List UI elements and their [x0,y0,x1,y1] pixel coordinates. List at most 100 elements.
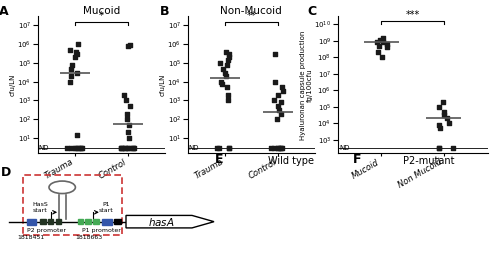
Circle shape [431,209,450,224]
Point [70,55,78,59]
Text: ND: ND [39,145,50,151]
Point [125,123,133,127]
Circle shape [234,208,241,215]
Point [118,145,126,150]
Circle shape [293,195,301,202]
Title: Mucoid: Mucoid [82,6,120,16]
Text: P2 promoter: P2 promoter [27,228,66,233]
Point [225,55,233,59]
Circle shape [272,199,281,205]
Point [438,100,446,104]
Point [128,145,136,150]
Text: E: E [216,153,224,166]
Point [218,81,226,86]
Point [72,133,80,137]
Bar [27,219,36,225]
Point [434,123,442,127]
Text: *: * [99,11,103,21]
Point [378,55,386,59]
Text: HasS: HasS [32,202,48,207]
Point [224,145,232,150]
Point [222,62,230,67]
Point [220,66,228,71]
Point [274,104,281,108]
Text: 1818663: 1818663 [75,235,102,240]
Point [71,145,79,150]
Circle shape [382,232,400,246]
Point [67,74,75,78]
Circle shape [309,191,320,199]
Point [118,145,126,150]
Bar [40,219,46,224]
Circle shape [465,245,487,262]
Circle shape [292,185,300,190]
Point [123,117,131,121]
Point [222,74,230,78]
Point [276,100,284,104]
Text: P1 promoter: P1 promoter [82,228,121,233]
Circle shape [332,180,339,185]
Point [373,40,381,45]
Y-axis label: cfu/LN: cfu/LN [160,74,166,96]
Bar [93,219,98,224]
Text: F: F [353,153,362,166]
Circle shape [240,252,246,257]
Point [214,145,222,150]
Point [66,79,74,84]
Text: **: ** [246,11,256,21]
Point [278,145,286,150]
Point [374,50,382,55]
Point [225,52,233,56]
Point [222,49,230,54]
Text: 1818451: 1818451 [18,235,45,240]
Text: ***: *** [406,10,419,20]
Bar [56,219,61,224]
Point [126,145,134,150]
Point [221,70,229,75]
Point [224,58,232,62]
Circle shape [368,209,387,224]
Bar [48,219,54,224]
Text: start: start [33,208,48,213]
Text: P1: P1 [102,202,110,207]
Point [126,136,134,140]
Point [376,37,384,42]
Bar [114,219,120,224]
Bar [78,219,83,224]
Circle shape [306,209,318,217]
Point [380,39,388,44]
Point [66,48,74,52]
Point [126,43,134,47]
Polygon shape [126,215,214,228]
Text: Wild type: Wild type [268,156,314,166]
Text: A: A [0,5,9,18]
Circle shape [304,208,313,215]
Point [121,145,129,150]
Point [74,145,82,150]
Circle shape [308,179,317,186]
Bar [102,219,112,225]
Point [216,61,224,65]
Bar [86,219,91,224]
Point [271,79,279,84]
Point [225,145,233,150]
Point [449,146,457,151]
Circle shape [420,172,442,189]
Circle shape [282,182,292,190]
Point [379,36,387,40]
Point [384,45,392,50]
Circle shape [324,191,336,200]
Circle shape [470,236,486,248]
Point [440,110,448,114]
Point [267,145,275,150]
Point [76,145,84,150]
Point [276,145,284,150]
Point [72,145,80,150]
Point [68,145,76,150]
Point [130,145,138,150]
Point [270,98,278,103]
Circle shape [256,242,263,247]
Y-axis label: cfu/LN: cfu/LN [10,74,16,96]
Point [274,145,281,150]
Point [275,108,283,112]
